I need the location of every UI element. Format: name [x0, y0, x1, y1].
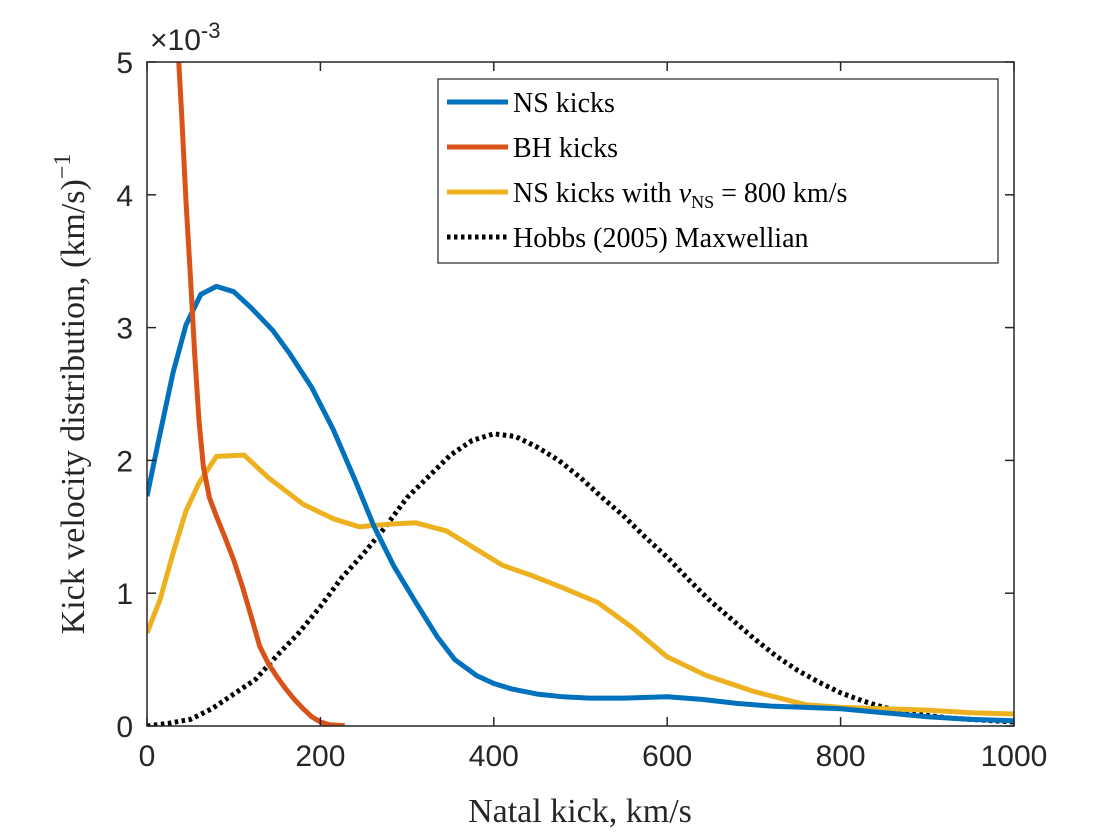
legend-label-ns-kicks: NS kicks	[513, 88, 615, 119]
y-tick-label-0: 0	[116, 711, 133, 744]
x-axis: 0 200 400 600 800 1000	[139, 62, 1048, 773]
y-tick-label-1: 1	[116, 578, 133, 611]
legend-box	[437, 78, 999, 264]
x-axis-label: Natal kick, km/s	[468, 793, 692, 830]
y-axis: 0 1 2 3 4 5	[116, 47, 1014, 744]
x-tick-label-800: 800	[816, 740, 866, 773]
x-tick-label-600: 600	[642, 740, 692, 773]
x-tick-label-1000: 1000	[981, 740, 1048, 773]
y-axis-label-group: Kick velocity distribution, (km/s)−1	[50, 154, 92, 635]
y-axis-label: Kick velocity distribution, (km/s)−1	[50, 154, 92, 635]
legend-label-bh-kicks: BH kicks	[513, 133, 618, 164]
x-tick-label-400: 400	[469, 740, 519, 773]
y-axis-label-exponent: −1	[50, 154, 76, 180]
series-layer	[147, 62, 1014, 726]
y-tick-label-3: 3	[116, 313, 133, 346]
series-line-bh-kicks	[176, 62, 345, 726]
plot-frame	[146, 61, 1015, 727]
x-tick-label-0: 0	[139, 740, 156, 773]
y-scale-prefix: ×10-3	[150, 18, 220, 57]
legend: NS kicks BH kicks NS kicks with vNS = 80…	[437, 78, 999, 264]
x-tick-label-200: 200	[295, 740, 345, 773]
series-line-ns-kicks	[147, 283, 1014, 724]
y-tick-label-5: 5	[116, 47, 133, 80]
legend-label-ns-kicks-800: NS kicks with vNS = 800 km/s	[513, 178, 847, 212]
y-tick-label-4: 4	[116, 180, 133, 213]
y-scale-exponent: -3	[201, 18, 221, 43]
y-tick-label-2: 2	[116, 445, 133, 478]
legend-label-hobbs: Hobbs (2005) Maxwellian	[513, 223, 809, 254]
